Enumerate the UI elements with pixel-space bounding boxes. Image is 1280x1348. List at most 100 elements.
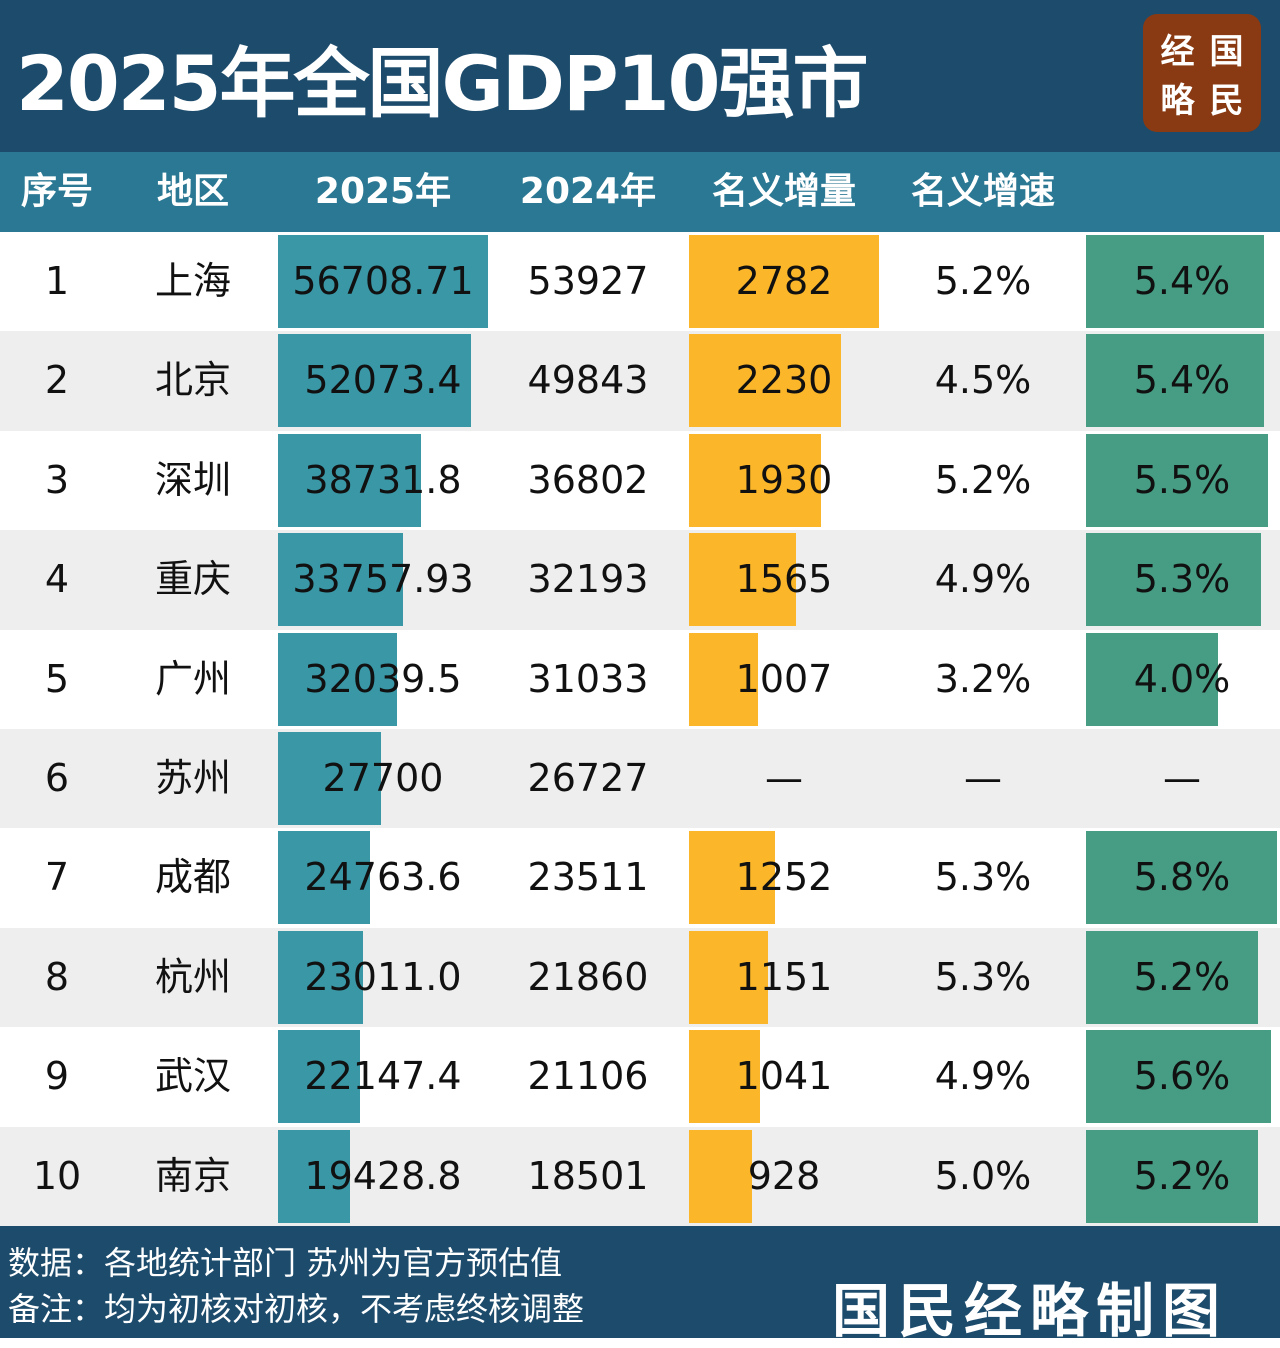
cell-real: — (1163, 756, 1201, 800)
column-header (1082, 152, 1280, 232)
value-bar (278, 235, 488, 328)
cell-gdp2025: 33757.93 (292, 557, 474, 602)
signature: 国民经略制图 (832, 1277, 1229, 1345)
cell-rank: 6 (44, 756, 70, 800)
cell-real: 5.4% (1133, 358, 1231, 403)
table-row: 1 上海 56708.71 53927 2782 5.2% 5.4% (0, 232, 1280, 331)
logo-char: 国 (1209, 32, 1244, 72)
cell-city: 重庆 (154, 557, 231, 602)
column-header: 地区 (156, 171, 229, 212)
table-row: 6 苏州 27700 26727 — — — (0, 729, 1280, 829)
value-bar (689, 831, 775, 925)
table-row: 9 武汉 22147.4 21106 1041 4.9% 5.6% (0, 1027, 1280, 1126)
value-bar (1086, 632, 1218, 726)
value-bar (689, 1129, 753, 1223)
cell-inc: — (765, 756, 803, 800)
logo-char: 民 (1209, 81, 1244, 121)
cell-inc: 1252 (735, 855, 833, 900)
source-note: 数据：各地统计部门 苏州为官方预估值 (8, 1244, 563, 1282)
cell-city: 深圳 (154, 457, 231, 502)
table-row: 8 杭州 23011.0 21860 1151 5.3% 5.2% (0, 927, 1280, 1028)
cell-gdp2025: 52073.4 (304, 358, 462, 403)
cell-real: 5.6% (1133, 1054, 1231, 1099)
remark-note: 备注：均为初核对初核，不考虑终核调整 (8, 1290, 585, 1328)
cell-gdp2025: 27700 (322, 756, 444, 800)
column-header: 名义增量 (711, 171, 856, 212)
cell-real: 5.2% (1133, 1153, 1231, 1198)
cell-rank: 4 (44, 557, 70, 602)
cell-inc: 1565 (735, 557, 833, 602)
cell-gdp2024: 53927 (527, 259, 649, 303)
logo-char: 略 (1160, 81, 1195, 121)
cell-inc: 2230 (735, 358, 833, 403)
column-header: 序号 (20, 171, 93, 212)
value-bar (278, 1030, 360, 1124)
value-bar (689, 533, 796, 627)
value-bar (1086, 334, 1265, 428)
cell-city: 成都 (154, 855, 231, 900)
cell-gdp2025: 24763.6 (304, 855, 462, 900)
cell-gdp2025: 56708.71 (292, 259, 474, 303)
value-bar (278, 831, 370, 925)
column-header: 2024年 (519, 171, 657, 212)
value-bar (278, 1129, 350, 1223)
cell-city: 杭州 (154, 954, 231, 999)
cell-real: 5.4% (1133, 259, 1231, 303)
cell-gdp2024: 49843 (527, 358, 649, 403)
cell-rate: 3.2% (934, 656, 1032, 701)
value-bar (689, 235, 879, 328)
value-bar (1086, 533, 1261, 627)
cell-gdp2024: 21106 (527, 1054, 649, 1099)
value-bar (1086, 235, 1265, 328)
column-header: 2025年 (314, 171, 452, 212)
cell-gdp2025: 23011.0 (304, 954, 462, 999)
cell-inc: 928 (747, 1153, 821, 1198)
cell-gdp2024: 21860 (527, 954, 649, 999)
value-bar (278, 334, 471, 428)
table-header: 序号 地区 2025年 2024年 名义增量 名义增速 (0, 152, 1280, 232)
value-bar (1086, 1129, 1258, 1223)
cell-city: 苏州 (154, 756, 231, 800)
logo-char: 经 (1160, 32, 1195, 72)
cell-real: 4.0% (1133, 656, 1231, 701)
cell-gdp2024: 36802 (527, 457, 649, 502)
cell-rank: 2 (44, 358, 70, 403)
value-bar (689, 632, 758, 726)
cell-rate: 5.0% (934, 1153, 1032, 1198)
cell-gdp2024: 18501 (527, 1153, 649, 1198)
cell-inc: 1930 (735, 457, 833, 502)
value-bar (278, 533, 403, 627)
value-bar (689, 334, 842, 428)
cell-rate: 5.2% (934, 457, 1032, 502)
cell-rank: 7 (44, 855, 70, 900)
value-bar (278, 632, 397, 726)
cell-real: 5.8% (1133, 855, 1231, 900)
table-row: 7 成都 24763.6 23511 1252 5.3% 5.8% (0, 828, 1280, 927)
table-row: 3 深圳 38731.8 36802 1930 5.2% 5.5% (0, 431, 1280, 530)
value-bar (689, 433, 821, 527)
cell-gdp2024: 32193 (527, 557, 649, 602)
cell-inc: 1007 (735, 656, 833, 701)
cell-rank: 1 (44, 259, 70, 303)
logo: 经 国 略 民 (1143, 14, 1261, 132)
cell-rank: 5 (44, 656, 70, 701)
cell-rate: 5.3% (934, 954, 1032, 999)
cell-gdp2025: 32039.5 (304, 656, 462, 701)
cell-real: 5.5% (1133, 457, 1231, 502)
value-bar (278, 433, 422, 527)
value-bar (1086, 930, 1258, 1024)
cell-gdp2024: 31033 (527, 656, 649, 701)
cell-inc: 2782 (735, 259, 833, 303)
cell-real: 5.2% (1133, 954, 1231, 999)
title-band: 2025年全国GDP10强市 经 国 略 民 (0, 0, 1280, 152)
cell-rate: 4.9% (934, 1054, 1032, 1099)
value-bar (1086, 433, 1268, 527)
table-row: 10 南京 19428.8 18501 928 5.0% 5.2% (0, 1126, 1280, 1226)
value-bar (278, 732, 381, 825)
cell-rate: 5.3% (934, 855, 1032, 900)
cell-real: 5.3% (1133, 557, 1231, 602)
cell-rank: 8 (44, 954, 70, 999)
cell-gdp2024: 23511 (527, 855, 649, 900)
table-row: 4 重庆 33757.93 32193 1565 4.9% 5.3% (0, 530, 1280, 630)
cell-rank: 10 (32, 1153, 82, 1198)
